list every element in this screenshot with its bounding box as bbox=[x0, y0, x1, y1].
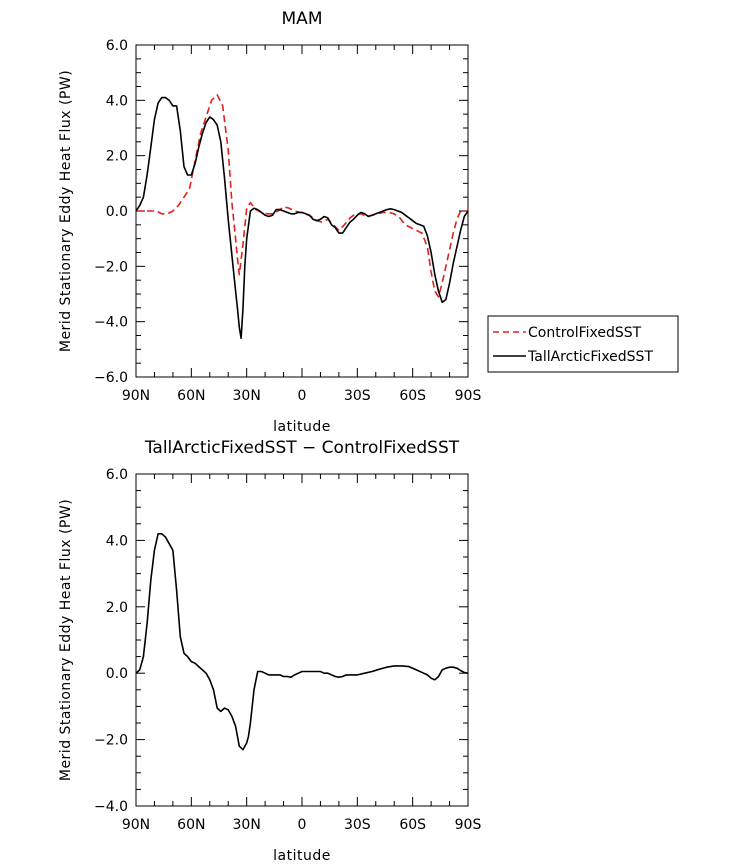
mam-plot-frame bbox=[135, 44, 469, 378]
difference-y-tick-label: 2.0 bbox=[106, 600, 128, 616]
difference-x-tick-label: 60N bbox=[177, 817, 205, 833]
difference-x-tick-label: 30N bbox=[233, 817, 261, 833]
mam-y-tick-label: 2.0 bbox=[106, 149, 128, 165]
mam-series-line-controlfixedsst bbox=[136, 94, 468, 298]
difference-series-line-difference bbox=[135, 532, 469, 751]
difference-y-tick-label: 4.0 bbox=[106, 533, 128, 549]
difference-chart-title: TallArcticFixedSST − ControlFixedSST bbox=[144, 438, 460, 458]
difference-x-axis-label: latitude bbox=[273, 848, 331, 864]
mam-ticks: 90N 60N 30N 0 30S 60S 90S 6.0 4.0 2.0 0.0 −2.0 −4.0 −… bbox=[94, 38, 481, 404]
mam-series-line-tallarcticfixedsst bbox=[135, 96, 469, 340]
mam-y-tick-label: 6.0 bbox=[106, 38, 128, 54]
difference-x-tick-label: 0 bbox=[298, 817, 307, 833]
mam-y-tick-label: 0.0 bbox=[106, 204, 128, 220]
mam-x-axis-label: latitude bbox=[273, 419, 331, 435]
legend-label-controlfixedsst: ControlFixedSST bbox=[528, 325, 642, 341]
mam-panel: MAM latitude Merid Stationary Eddy Heat … bbox=[58, 9, 481, 435]
difference-x-tick-label: 90N bbox=[122, 817, 150, 833]
difference-y-tick-label: −2.0 bbox=[94, 733, 128, 749]
difference-y-tick-label: 0.0 bbox=[106, 666, 128, 682]
mam-x-tick-label: 30N bbox=[233, 388, 261, 404]
mam-y-tick-label: −2.0 bbox=[94, 259, 128, 275]
difference-y-tick-label: −4.0 bbox=[94, 799, 128, 815]
mam-chart-title: MAM bbox=[282, 9, 323, 29]
legend-box bbox=[487, 315, 679, 373]
mam-x-tick-label: 90S bbox=[455, 388, 482, 404]
difference-x-tick-label: 90S bbox=[455, 817, 482, 833]
difference-x-tick-label: 60S bbox=[399, 817, 426, 833]
difference-plot-frame bbox=[135, 473, 469, 807]
difference-x-tick-label: 30S bbox=[344, 817, 371, 833]
legend-label-tallarcticfixedsst: TallArcticFixedSST bbox=[527, 349, 653, 365]
mam-y-tick-label: −6.0 bbox=[94, 370, 128, 386]
legend: ControlFixedSST TallArcticFixedSST bbox=[487, 315, 679, 373]
difference-panel: TallArcticFixedSST − ControlFixedSST lat… bbox=[58, 438, 481, 864]
difference-ticks: 90N 60N 30N 0 30S 60S 90S 6.0 4.0 2.0 0.0 −2.0 −4.0 bbox=[94, 467, 481, 833]
mam-x-tick-label: 0 bbox=[298, 388, 307, 404]
mam-y-axis-label: Merid Stationary Eddy Heat Flux (PW) bbox=[58, 70, 74, 352]
difference-y-axis-label: Merid Stationary Eddy Heat Flux (PW) bbox=[58, 499, 74, 781]
difference-series-group bbox=[135, 532, 469, 751]
difference-y-tick-label: 6.0 bbox=[106, 467, 128, 483]
mam-x-tick-label: 60S bbox=[399, 388, 426, 404]
mam-x-tick-label: 90N bbox=[122, 388, 150, 404]
mam-series-group bbox=[135, 94, 469, 340]
mam-y-tick-label: −4.0 bbox=[94, 315, 128, 331]
mam-y-tick-label: 4.0 bbox=[106, 93, 128, 109]
mam-x-tick-label: 60N bbox=[177, 388, 205, 404]
mam-x-tick-label: 30S bbox=[344, 388, 371, 404]
